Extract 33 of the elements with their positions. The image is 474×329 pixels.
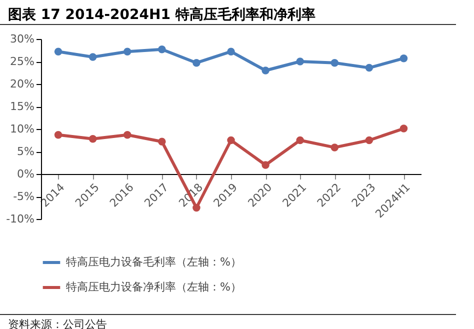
point	[88, 135, 97, 143]
point	[365, 136, 374, 144]
point	[54, 48, 62, 56]
point	[123, 130, 132, 139]
y-tick-label: 5%	[17, 145, 34, 158]
point	[227, 48, 235, 56]
y-tick-label: 25%	[10, 55, 34, 68]
point	[400, 124, 408, 132]
y-tick-label: 30%	[10, 32, 34, 46]
chart-title: 图表 17 2014-2024H1 特高压毛利率和净利率	[0, 0, 456, 25]
point	[54, 130, 62, 139]
point	[330, 144, 339, 152]
legend-label: 特高压电力设备净利率（左轴：%）	[66, 280, 242, 294]
point	[158, 45, 166, 54]
y-tick-label: 15%	[10, 100, 34, 113]
point	[365, 64, 374, 72]
point	[262, 66, 270, 74]
point	[123, 48, 132, 56]
point	[296, 58, 304, 66]
point	[158, 138, 166, 146]
point	[400, 54, 408, 62]
legend-label: 特高压电力设备毛利率（左轴：%）	[66, 256, 242, 268]
point	[296, 136, 304, 144]
y-tick-label: -5%	[13, 190, 34, 203]
point	[262, 161, 270, 169]
y-tick-label: 20%	[10, 78, 34, 90]
point	[227, 136, 235, 144]
y-tick-label: -10%	[6, 212, 34, 226]
y-tick-label: 0%	[17, 168, 34, 180]
point	[192, 58, 200, 67]
y-tick-label: 10%	[10, 122, 34, 136]
point	[330, 58, 339, 67]
point	[88, 53, 97, 61]
